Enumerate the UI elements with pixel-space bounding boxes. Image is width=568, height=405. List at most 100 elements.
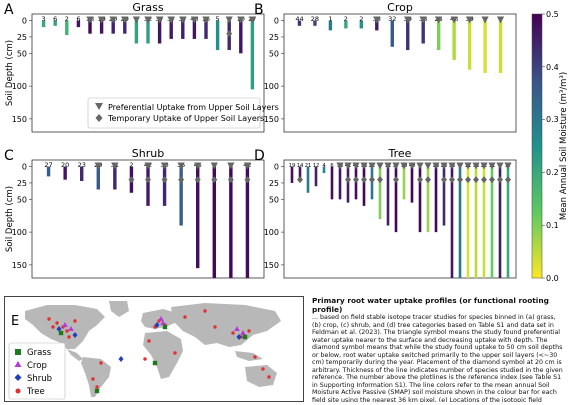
site-point-crop xyxy=(234,326,240,331)
preferential-triangle-marker xyxy=(144,16,152,24)
uptake-bar xyxy=(192,20,197,39)
uptake-bar xyxy=(322,166,326,174)
site-point-tree xyxy=(183,315,187,319)
temporary-diamond-marker xyxy=(489,176,495,184)
preferential-triangle-marker xyxy=(109,16,117,24)
reference-index-label: 3 xyxy=(42,15,46,23)
reference-index-label: 6 xyxy=(76,15,80,23)
site-point-tree xyxy=(51,325,55,329)
site-point-tree xyxy=(47,317,51,321)
uptake-bar xyxy=(421,20,425,44)
y-tick-label: 100 xyxy=(264,82,279,91)
panel-d-title: Tree xyxy=(388,147,412,160)
legend-shrub-marker xyxy=(14,374,22,381)
uptake-bar xyxy=(394,166,398,233)
uptake-bar xyxy=(239,20,243,54)
preferential-triangle-marker xyxy=(156,16,164,24)
reference-index-label: 5 xyxy=(216,15,220,23)
legend-tree-marker xyxy=(15,388,21,394)
site-point-tree xyxy=(91,377,95,381)
uptake-bar xyxy=(362,166,366,206)
site-point-crop xyxy=(68,326,74,331)
uptake-bar xyxy=(306,166,310,193)
site-point-tree xyxy=(247,329,251,333)
legend-preferential-label: Preferential Uptake from Upper Soil Laye… xyxy=(108,103,279,112)
uptake-bar xyxy=(196,166,200,269)
preferential-triangle-marker xyxy=(481,16,489,24)
preferential-triangle-marker xyxy=(456,162,464,170)
preferential-triangle-marker xyxy=(488,162,496,170)
caption-title: Primary root water uptake profiles (or f… xyxy=(312,296,549,314)
legend-grass-marker xyxy=(15,349,21,355)
legend-shrub-label: Shrub xyxy=(27,374,52,384)
y-tick-label: 25 xyxy=(269,33,279,42)
preferential-triangle-marker xyxy=(392,162,400,170)
y-tick-label: 0 xyxy=(22,163,27,172)
site-point-tree xyxy=(267,375,271,379)
uptake-bar xyxy=(390,20,394,47)
preferential-triangle-marker xyxy=(466,16,474,24)
site-point-grass xyxy=(58,330,64,336)
uptake-bar xyxy=(162,166,167,206)
uptake-bar xyxy=(146,166,150,206)
uptake-bar xyxy=(146,20,150,44)
uptake-bar xyxy=(123,20,127,34)
uptake-bar xyxy=(169,20,173,39)
legend-grass-label: Grass xyxy=(27,348,52,358)
world-map-panel: E Grass Crop Shrub Tree xyxy=(4,296,304,402)
preferential-triangle-marker xyxy=(194,162,202,170)
temporary-diamond-marker xyxy=(194,176,201,184)
preferential-triangle-marker xyxy=(132,16,140,24)
uptake-bar xyxy=(111,20,115,34)
legend-crop-label: Crop xyxy=(27,361,47,371)
panel-letter-b: B xyxy=(254,2,264,18)
uptake-bar xyxy=(436,20,441,51)
uptake-bar xyxy=(474,166,478,278)
legend-triangle-marker xyxy=(95,103,103,110)
preferential-triangle-marker xyxy=(440,162,448,170)
uptake-bar xyxy=(338,166,342,200)
uptake-bar xyxy=(483,20,487,73)
site-point-tree xyxy=(73,319,77,323)
panel-b-frame xyxy=(283,13,517,133)
site-point-tree xyxy=(55,321,59,325)
uptake-bar xyxy=(99,20,104,34)
colorbar-tick-label: 0.1 xyxy=(546,221,559,230)
preferential-triangle-marker xyxy=(225,16,233,24)
reference-index-label: 2 xyxy=(65,15,69,23)
preferential-triangle-marker xyxy=(416,162,424,170)
site-point-grass xyxy=(94,388,100,394)
site-point-grass xyxy=(152,360,158,366)
site-point-crop xyxy=(158,316,164,321)
site-point-tree xyxy=(147,339,151,343)
uptake-bar xyxy=(402,166,406,200)
temporary-diamond-marker xyxy=(297,176,303,184)
uptake-bar xyxy=(245,166,250,278)
uptake-bar xyxy=(88,20,92,34)
colorbar-tick-label: 0.3 xyxy=(546,115,559,124)
reference-index-label: 27 xyxy=(44,161,52,169)
map-site-points xyxy=(47,309,271,394)
uptake-bar xyxy=(506,166,510,278)
caption-body: ... based on field stable isotope tracer… xyxy=(312,314,563,402)
reference-index-label: 4 xyxy=(322,163,326,169)
y-tick-label: 0 xyxy=(274,17,279,26)
preferential-triangle-marker xyxy=(424,162,432,170)
site-point-tree xyxy=(231,331,235,335)
preferential-triangle-marker xyxy=(210,162,218,170)
preferential-triangle-marker xyxy=(504,162,512,170)
uptake-bar xyxy=(113,166,117,190)
temporary-diamond-marker xyxy=(393,176,399,184)
reference-index-label: 14 xyxy=(297,163,304,169)
panel-d-frame xyxy=(283,159,517,279)
panel-a-frame xyxy=(31,13,265,133)
preferential-triangle-marker xyxy=(496,162,504,170)
figure-caption: Primary root water uptake profiles (or f… xyxy=(312,296,564,402)
preferential-triangle-marker xyxy=(480,162,488,170)
temporary-diamond-marker xyxy=(145,176,151,184)
temporary-diamond-marker xyxy=(505,176,511,184)
temporary-diamond-marker xyxy=(425,176,431,184)
y-tick-label: 0 xyxy=(274,163,279,172)
uptake-bar xyxy=(450,166,454,278)
preferential-triangle-marker xyxy=(435,16,443,24)
